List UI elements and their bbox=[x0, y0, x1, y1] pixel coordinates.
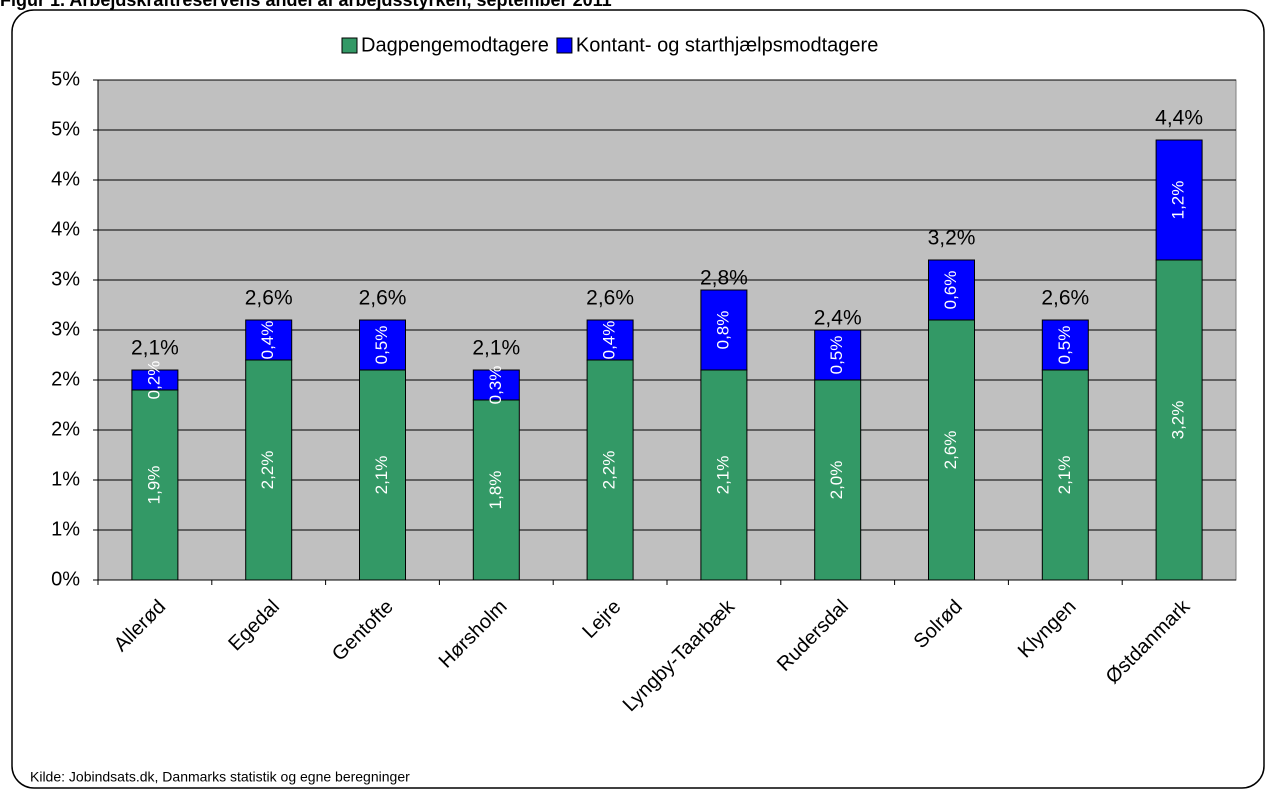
segment-label: 0,2% bbox=[144, 361, 163, 400]
segment-label: 3,2% bbox=[1169, 401, 1188, 440]
bar-segment bbox=[700, 289, 748, 371]
bar-segment bbox=[1041, 319, 1089, 371]
bar-segment bbox=[814, 379, 862, 581]
segment-label: 1,2% bbox=[1169, 181, 1188, 220]
bar-segment bbox=[472, 399, 520, 581]
total-label: 2,8% bbox=[700, 267, 748, 290]
y-tick-label: 4% bbox=[51, 218, 80, 240]
y-tick-label: 3% bbox=[51, 268, 80, 290]
segment-label: 2,2% bbox=[600, 451, 619, 490]
segment-label: 0,5% bbox=[1055, 326, 1074, 365]
segment-label: 2,1% bbox=[372, 456, 391, 495]
segment-label: 1,8% bbox=[486, 471, 505, 510]
total-label: 2,1% bbox=[472, 337, 520, 360]
bar-segment bbox=[586, 359, 634, 581]
bar-segment bbox=[359, 369, 406, 581]
total-label: 3,2% bbox=[928, 227, 976, 250]
bar-segment bbox=[814, 329, 862, 381]
total-label: 2,1% bbox=[131, 337, 179, 360]
segment-label: 0,3% bbox=[486, 366, 505, 405]
total-label: 2,6% bbox=[586, 287, 634, 310]
segment-label: 2,1% bbox=[1055, 456, 1074, 495]
bar-segment bbox=[586, 319, 634, 361]
bar-segment bbox=[928, 259, 975, 321]
segment-label: 0,5% bbox=[372, 326, 391, 365]
bar-segment bbox=[359, 319, 406, 371]
source-note: Kilde: Jobindsats.dk, Danmarks statistik… bbox=[30, 769, 410, 785]
bar-segment bbox=[245, 359, 293, 581]
bar-segment bbox=[928, 319, 975, 581]
segment-label: 0,5% bbox=[827, 336, 846, 375]
legend-label: Kontant- og starthjælpsmodtagere bbox=[576, 34, 878, 56]
y-tick-label: 1% bbox=[51, 518, 80, 540]
segment-label: 2,0% bbox=[827, 461, 846, 500]
y-tick-label: 2% bbox=[51, 418, 80, 440]
title-band bbox=[0, 0, 1273, 9]
y-tick-label: 5% bbox=[51, 68, 80, 90]
legend-label: Dagpengemodtagere bbox=[361, 34, 549, 56]
total-label: 2,6% bbox=[359, 287, 407, 310]
bar-segment bbox=[1155, 259, 1203, 581]
chart-title: Figur 1. Arbejdskraftreservens andel af … bbox=[0, 0, 612, 10]
bar-segment bbox=[131, 369, 179, 391]
bar-segment bbox=[1155, 139, 1203, 261]
legend-swatch bbox=[341, 37, 358, 54]
segment-label: 0,8% bbox=[713, 311, 732, 350]
y-tick-label: 1% bbox=[51, 468, 80, 490]
segment-label: 2,6% bbox=[941, 431, 960, 470]
bar-segment bbox=[700, 369, 748, 581]
segment-label: 2,2% bbox=[258, 451, 277, 490]
bar-segment bbox=[472, 369, 520, 401]
total-label: 2,6% bbox=[245, 287, 293, 310]
segment-label: 2,1% bbox=[713, 456, 732, 495]
total-label: 4,4% bbox=[1155, 107, 1203, 130]
segment-label: 0,4% bbox=[258, 321, 277, 360]
y-tick-label: 5% bbox=[51, 118, 80, 140]
total-label: 2,6% bbox=[1041, 287, 1089, 310]
y-tick-label: 0% bbox=[51, 568, 80, 590]
bar-segment bbox=[131, 389, 179, 581]
y-tick-label: 3% bbox=[51, 318, 80, 340]
total-label: 2,4% bbox=[814, 307, 862, 330]
y-tick-label: 4% bbox=[51, 168, 80, 190]
legend-swatch bbox=[556, 37, 573, 54]
y-tick-label: 2% bbox=[51, 368, 80, 390]
bar-segment bbox=[245, 319, 293, 361]
segment-label: 0,6% bbox=[941, 271, 960, 310]
segment-label: 1,9% bbox=[144, 466, 163, 505]
segment-label: 0,4% bbox=[600, 321, 619, 360]
bar-segment bbox=[1041, 369, 1089, 581]
